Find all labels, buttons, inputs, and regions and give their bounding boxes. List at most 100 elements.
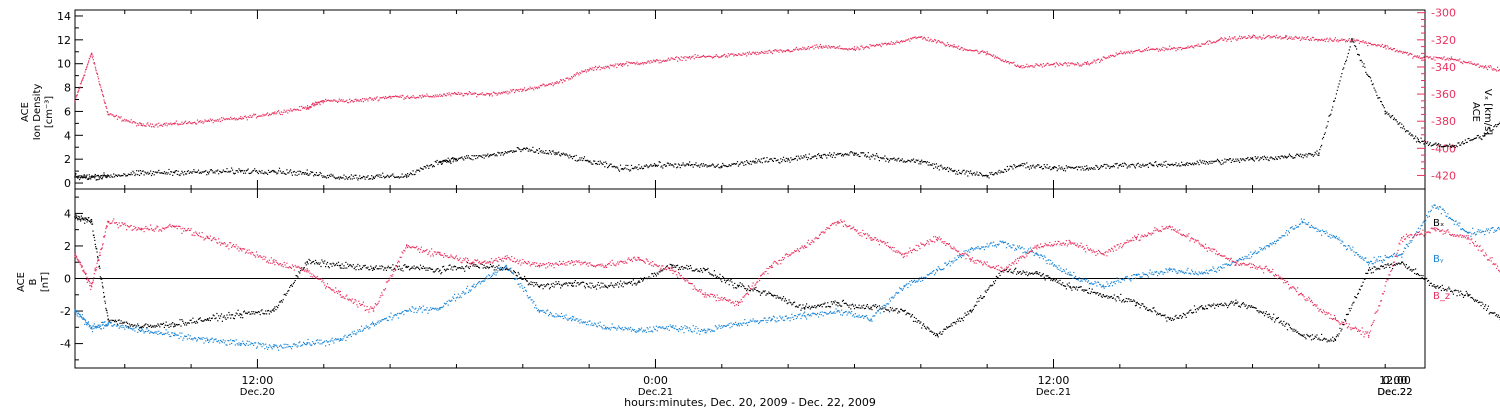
velocity-dot [1415, 56, 1418, 58]
density-dot [722, 162, 724, 165]
density-dot [654, 165, 657, 167]
bx-dot [366, 267, 368, 269]
velocity-dot [735, 54, 737, 56]
density-dot [1485, 133, 1487, 135]
velocity-dot [1119, 52, 1121, 54]
density-dot [1076, 169, 1079, 171]
velocity-dot [1022, 65, 1024, 67]
density-dot [1360, 59, 1362, 61]
density-dot [720, 166, 722, 168]
density-dot [864, 154, 867, 156]
bx-dot [264, 313, 266, 315]
density-dot [514, 150, 516, 152]
density-dot [983, 175, 985, 177]
velocity-dot [1429, 56, 1431, 58]
bx-dot [413, 265, 415, 267]
bx-dot [234, 315, 236, 317]
velocity-dot [142, 123, 144, 125]
velocity-dot [844, 48, 846, 50]
velocity-dot [969, 49, 971, 51]
velocity-dot [716, 55, 718, 57]
density-dot [767, 161, 769, 163]
velocity-dot [606, 66, 608, 68]
velocity-dot [84, 74, 86, 76]
bx-dot [745, 288, 747, 290]
bx-dot [249, 313, 251, 315]
bx-dot [272, 309, 274, 311]
velocity-dot [953, 44, 955, 46]
density-dot [439, 161, 441, 163]
density-dot [251, 171, 253, 173]
density-dot [980, 172, 982, 174]
bx-dot [652, 273, 654, 275]
velocity-dot [664, 60, 666, 62]
velocity-dot [563, 80, 565, 82]
bx-dot [285, 294, 287, 296]
velocity-dot [712, 57, 714, 59]
velocity-dot [894, 43, 896, 45]
density-dot [588, 161, 590, 163]
velocity-dot [1390, 47, 1392, 49]
density-dot [1062, 168, 1064, 170]
velocity-dot [268, 113, 270, 115]
density-dot [1166, 166, 1168, 168]
density-dot [240, 171, 242, 173]
bx-dot [533, 285, 535, 287]
bx-dot [422, 265, 424, 267]
density-dot [1391, 115, 1393, 117]
density-dot [982, 175, 984, 177]
density-dot [1169, 164, 1172, 166]
velocity-dot [324, 100, 326, 103]
density-dot [1157, 164, 1160, 166]
density-dot [536, 149, 538, 151]
density-dot [239, 169, 241, 171]
density-dot [1481, 138, 1483, 141]
bx-dot [405, 266, 407, 268]
velocity-dot [1380, 46, 1382, 48]
velocity-dot [321, 101, 323, 103]
density-dot [610, 163, 612, 165]
velocity-dot [126, 119, 128, 121]
bx-dot [384, 267, 386, 269]
velocity-dot [731, 53, 733, 55]
bx-dot [562, 283, 564, 286]
velocity-dot [372, 99, 375, 101]
velocity-dot [920, 36, 922, 38]
bx-dot [352, 264, 354, 266]
velocity-dot [431, 96, 433, 98]
density-dot [101, 178, 103, 180]
velocity-dot [143, 125, 145, 127]
velocity-dot [211, 119, 213, 121]
density-dot [743, 164, 745, 166]
velocity-dot [1326, 37, 1328, 39]
bx-dot [772, 295, 774, 297]
density-dot [756, 162, 758, 164]
density-dot [255, 170, 257, 172]
density-dot [1456, 146, 1458, 148]
b-tick-label: 0 [64, 273, 71, 286]
bx-dot [468, 267, 470, 270]
density-dot [1309, 153, 1311, 155]
velocity-dot [1095, 62, 1097, 64]
velocity-dot [1223, 39, 1225, 41]
density-dot [948, 167, 950, 169]
density-dot [627, 164, 629, 167]
density-point [920, 160, 922, 163]
velocity-dot [293, 108, 295, 110]
velocity-dot [801, 49, 803, 51]
bx-dot [410, 267, 412, 269]
density-dot [1234, 160, 1236, 162]
bx-dot [231, 314, 233, 316]
velocity-dot [1260, 37, 1262, 39]
density-dot [677, 166, 679, 168]
bx-dot [424, 267, 426, 269]
density-dot [883, 158, 885, 160]
density-dot [753, 161, 755, 163]
bx-dot [576, 282, 578, 284]
bx-dot [513, 270, 515, 272]
velocity-dot [1155, 48, 1157, 50]
density-dot [87, 178, 89, 180]
bx-dot [439, 269, 441, 271]
density-dot [1490, 130, 1492, 132]
